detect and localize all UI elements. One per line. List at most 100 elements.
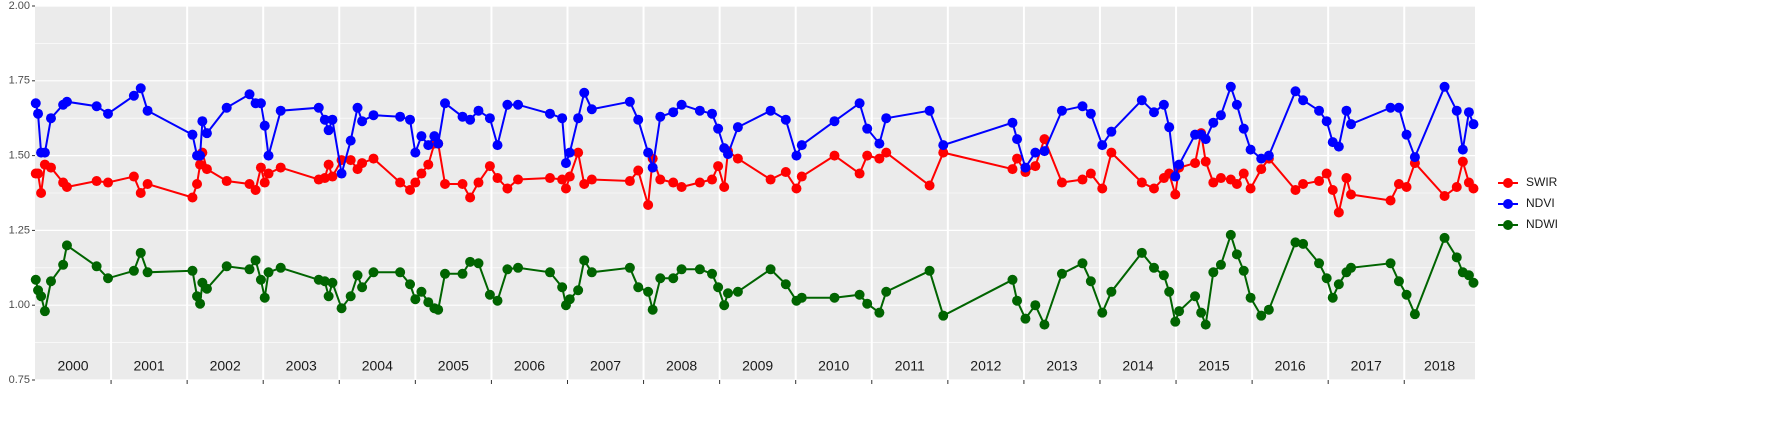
data-point — [544, 108, 555, 119]
data-point — [881, 286, 892, 297]
data-point — [1333, 141, 1344, 152]
data-point — [39, 147, 50, 158]
data-point — [327, 114, 338, 125]
data-point — [457, 179, 468, 190]
data-point — [1200, 319, 1211, 330]
data-point — [544, 173, 555, 184]
data-point — [336, 303, 347, 314]
data-point — [633, 114, 644, 125]
data-point — [323, 291, 334, 302]
data-point — [647, 304, 658, 315]
data-point — [1463, 107, 1474, 118]
data-point — [1097, 307, 1108, 318]
data-point — [45, 113, 56, 124]
data-point — [1346, 119, 1357, 130]
data-point — [201, 164, 212, 175]
data-point — [1245, 183, 1256, 194]
data-point — [854, 98, 865, 109]
data-point — [1401, 182, 1412, 193]
data-point — [1030, 147, 1041, 158]
data-point — [694, 264, 705, 275]
data-point — [924, 105, 935, 116]
data-point — [1263, 304, 1274, 315]
data-point — [1451, 182, 1462, 193]
data-point — [1393, 276, 1404, 287]
data-point — [1463, 270, 1474, 281]
data-point — [1190, 291, 1201, 302]
data-point — [1256, 310, 1267, 321]
data-point — [250, 255, 261, 266]
data-point — [1136, 247, 1147, 258]
data-point — [221, 102, 232, 113]
data-point — [352, 102, 363, 113]
data-point — [881, 113, 892, 124]
data-point — [1039, 146, 1050, 157]
data-point — [1174, 159, 1185, 170]
data-point — [1314, 176, 1325, 187]
data-point — [1238, 168, 1249, 179]
legend-marker — [1503, 199, 1513, 209]
data-point — [1321, 116, 1332, 127]
data-point — [796, 171, 807, 182]
data-point — [780, 279, 791, 290]
data-point — [1200, 134, 1211, 145]
data-point — [1333, 279, 1344, 290]
data-point — [1385, 102, 1396, 113]
data-point — [655, 111, 666, 122]
data-point — [655, 273, 666, 284]
year-label: 2002 — [210, 358, 241, 374]
data-point — [1245, 292, 1256, 303]
data-point — [345, 135, 356, 146]
data-point — [1439, 81, 1450, 92]
data-point — [395, 111, 406, 122]
data-point — [1290, 86, 1301, 97]
data-point — [39, 306, 50, 317]
data-point — [187, 192, 198, 203]
data-point — [502, 264, 513, 275]
data-point — [1106, 126, 1117, 137]
data-point — [513, 174, 524, 185]
data-point — [924, 180, 935, 191]
data-point — [881, 147, 892, 158]
data-point — [668, 107, 679, 118]
data-point — [142, 105, 153, 116]
data-point — [221, 176, 232, 187]
data-point — [1085, 108, 1096, 119]
data-point — [694, 105, 705, 116]
data-point — [573, 113, 584, 124]
data-point — [1136, 177, 1147, 188]
data-point — [829, 150, 840, 161]
data-point — [1298, 179, 1309, 190]
data-point — [732, 153, 743, 164]
data-point — [1346, 189, 1357, 200]
data-point — [1327, 185, 1338, 196]
data-point — [201, 283, 212, 294]
data-point — [1346, 262, 1357, 273]
data-point — [1007, 274, 1018, 285]
data-point — [1231, 249, 1242, 260]
data-point — [135, 83, 146, 94]
data-point — [492, 295, 503, 306]
data-point — [1327, 292, 1338, 303]
data-point — [1468, 183, 1479, 194]
data-point — [259, 292, 270, 303]
data-point — [142, 267, 153, 278]
data-point — [197, 116, 208, 127]
data-point — [564, 294, 575, 305]
data-point — [484, 289, 495, 300]
data-point — [327, 171, 338, 182]
year-label: 2010 — [818, 358, 849, 374]
data-point — [719, 300, 730, 311]
data-point — [323, 159, 334, 170]
data-point — [624, 262, 635, 273]
data-point — [58, 259, 69, 270]
data-point — [1077, 174, 1088, 185]
year-label: 2007 — [590, 358, 621, 374]
data-point — [1007, 117, 1018, 128]
year-label: 2005 — [438, 358, 469, 374]
data-point — [1136, 95, 1147, 106]
data-point — [707, 174, 718, 185]
data-point — [135, 188, 146, 198]
data-point — [874, 307, 885, 318]
